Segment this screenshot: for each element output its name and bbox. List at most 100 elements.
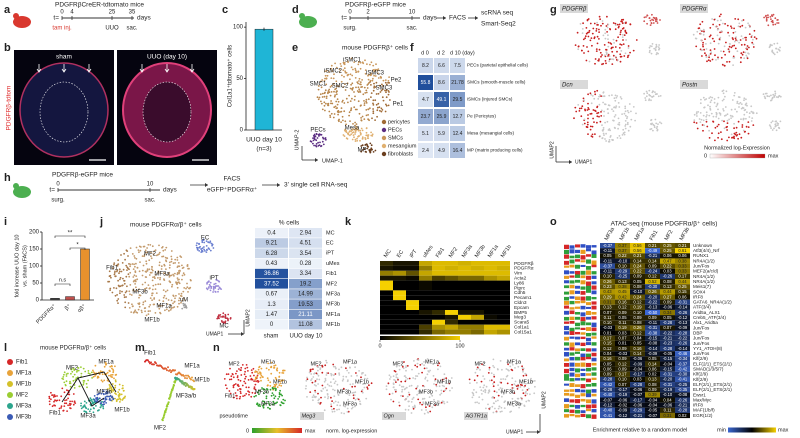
- motif-logo: [570, 301, 575, 304]
- cell-dot: [84, 411, 86, 413]
- motif-logo: [586, 414, 591, 418]
- cell-dot: [649, 17, 651, 19]
- label: Pe1: [393, 102, 404, 108]
- motif-logo: [575, 399, 580, 403]
- heatmap-cell: [419, 281, 432, 286]
- cell-dot: [712, 38, 714, 40]
- cell-dot: [511, 377, 513, 379]
- cell-dot: [121, 394, 123, 396]
- cell-dot: [224, 378, 226, 380]
- label: t=: [53, 15, 59, 22]
- cell-dot: [749, 112, 751, 114]
- cell-dot: [335, 91, 337, 93]
- cell-dot: [767, 17, 769, 19]
- cell-dot: [582, 28, 584, 30]
- cell-dot: [741, 20, 743, 22]
- motif-logo: [592, 394, 597, 397]
- cell-dot: [109, 384, 111, 386]
- cell-dot: [497, 384, 499, 386]
- label: % cells: [279, 220, 300, 227]
- cell-dot: [322, 141, 324, 143]
- cell-dot: [110, 375, 112, 377]
- cell-dot: [148, 259, 150, 261]
- cell-dot: [593, 121, 595, 123]
- panel-letter: c: [222, 4, 228, 16]
- cell-dot: [385, 79, 387, 81]
- cell-dot: [351, 408, 353, 410]
- motif-logo: [564, 297, 569, 301]
- medulla: [143, 82, 191, 142]
- cell-dot: [622, 19, 624, 21]
- cell-dot: [359, 90, 361, 92]
- cell-dot: [711, 99, 713, 101]
- cell-dot: [331, 113, 333, 115]
- cell-dot: [728, 35, 730, 37]
- cell-value: -0.12: [618, 413, 628, 418]
- label: Fib1: [326, 271, 337, 277]
- y-tick-label: 100: [233, 25, 244, 31]
- cell-dot: [619, 53, 621, 55]
- cell-dot: [248, 387, 250, 389]
- cell-dot: [650, 124, 652, 126]
- cell-dot: [625, 32, 627, 34]
- cell-dot: [745, 98, 747, 100]
- cell-dot: [607, 38, 609, 40]
- cell-dot: [213, 287, 215, 289]
- cell-dot: [733, 127, 735, 129]
- label: SMCs (smooth-muscle cells): [467, 80, 526, 85]
- cell-dot: [113, 287, 115, 289]
- cell-dot: [376, 116, 378, 118]
- cell-dot: [81, 373, 83, 375]
- cell-dot: [342, 378, 344, 380]
- cell-dot: [628, 45, 630, 47]
- bar: [255, 29, 273, 130]
- cell-dot: [497, 400, 499, 402]
- cell-dot: [745, 27, 747, 29]
- cell-dot: [365, 374, 367, 376]
- cell-dot: [317, 393, 319, 395]
- cell-dot: [243, 381, 245, 383]
- cell-dot: [100, 371, 102, 373]
- cell-dot: [741, 108, 743, 110]
- motif-logo: [570, 352, 575, 355]
- cell-dot: [233, 385, 235, 387]
- cell-value: 6.6: [438, 63, 445, 69]
- cell-dot: [325, 89, 327, 91]
- cell-dot: [180, 295, 182, 297]
- cell-dot: [253, 380, 255, 382]
- cell-dot: [653, 48, 655, 50]
- cell-dot: [273, 394, 275, 396]
- heatmap-cell: [406, 271, 419, 276]
- cell-dot: [594, 23, 596, 25]
- cell-dot: [628, 112, 630, 114]
- cell-dot: [488, 372, 490, 374]
- legend-dot: [7, 392, 13, 398]
- heatmap-cell: [471, 300, 484, 305]
- cell-dot: [320, 397, 322, 399]
- cell-dot: [367, 135, 369, 137]
- heatmap-cell: [432, 310, 445, 315]
- cell-dot: [333, 374, 335, 376]
- cell-dot: [339, 405, 341, 407]
- cell-dot: [365, 90, 367, 92]
- cell-dot: [171, 261, 173, 263]
- cell-dot: [115, 379, 117, 381]
- cell-dot: [341, 81, 343, 83]
- cell-dot: [330, 385, 332, 387]
- motif-logo: [586, 338, 591, 341]
- cell-dot: [711, 132, 713, 134]
- cell-dot: [489, 407, 491, 409]
- cell-dot: [313, 140, 315, 142]
- cell-dot: [600, 56, 602, 58]
- cell-dot: [146, 315, 148, 317]
- cell-dot: [159, 262, 161, 264]
- cell-dot: [772, 129, 774, 131]
- cell-dot: [385, 111, 387, 113]
- cell-dot: [358, 100, 360, 102]
- cell-dot: [268, 379, 270, 381]
- heatmap-cell: [497, 261, 510, 266]
- cell-dot: [508, 370, 510, 372]
- cell-dot: [104, 401, 106, 403]
- cell-value: 0.31: [663, 413, 672, 418]
- cell-dot: [322, 93, 324, 95]
